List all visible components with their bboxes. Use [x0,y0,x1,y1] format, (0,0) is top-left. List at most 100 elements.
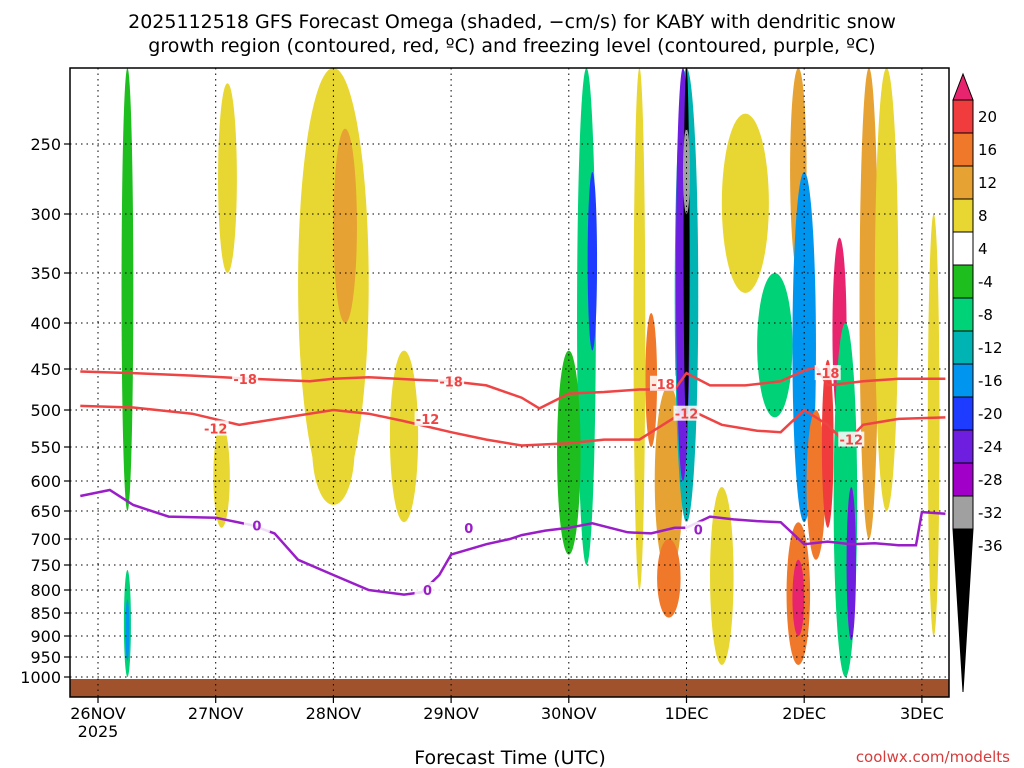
colorbar-label-7: -12 [978,339,1003,357]
x-axis-title: Forecast Time (UTC) [414,747,605,768]
omega-region-28 [821,359,834,528]
contour-label-2-2: 0 [694,523,703,538]
colorbar-bin-6 [952,264,974,299]
colorbar-bin-13 [952,495,974,530]
x-axis: 26NOV 27NOV 28NOV 29NOV 30NOV 1DEC 2DEC 3DEC [70,697,944,723]
colorbar-label-5: -4 [978,273,993,291]
colorbar-label-2: 12 [978,174,997,192]
contour-label-bg-1-3 [838,431,865,447]
colorbar-bin-bottom [952,528,974,693]
omega-region-1 [125,599,130,661]
contour-label-1-2: -12 [675,408,699,423]
contour-label-bg-2-1 [455,519,482,535]
y-tick-label-500: 500 [30,401,61,420]
colorbar-bin-9 [952,363,974,398]
omega-region-7 [312,393,355,505]
colorbar-label-3: 8 [978,207,988,225]
colorbar-bin-12 [952,462,974,497]
plot-area [70,68,949,697]
contour-label-bg-2-2 [685,521,712,537]
y-tick-label-700: 700 [30,530,61,549]
contour-label-0-3: -18 [816,367,840,382]
contour-label-bg-1-2 [673,405,700,421]
omega-region-15 [657,539,681,618]
chart-title-line2: growth region (contoured, red, ºC) and f… [148,35,875,57]
x-tick-label-27NOV: 27NOV [188,704,244,723]
colorbar-bin-7 [952,297,974,332]
contour-label-bg-0-2 [649,375,676,391]
omega-region-20 [710,487,734,665]
omega-region-24 [792,559,805,637]
omega-region-21 [721,113,769,293]
y-tick-label-850: 850 [30,604,61,623]
y-tick-label-400: 400 [30,314,61,333]
colorbar-label-11: -28 [978,471,1003,489]
omega-region-10 [587,171,598,351]
omega-region-11 [557,350,581,555]
colorbar-label-10: -24 [978,438,1003,456]
contour-label-bg-1-1 [414,410,441,426]
colorbar-label-0: 20 [978,108,997,126]
omega-region-3 [218,83,237,273]
y-tick-label-750: 750 [30,556,61,575]
terrain-ground [70,679,949,697]
colorbar: 20 16 12 8 4 -4 -8 -12 -16 -20 -24 -28 -32 -36 [952,72,1003,693]
colorbar-bin-8 [952,330,974,365]
omega-region-22 [757,273,793,418]
omega-region-12 [633,68,646,590]
contour-label-1-0: -12 [204,423,228,438]
omega-region-31 [846,486,856,641]
y-tick-label-450: 450 [30,360,61,379]
omega-region-19 [682,128,691,214]
contour-line-2 [80,488,946,596]
colorbar-label-6: -8 [978,306,993,324]
y-axis: 250 300 350 400 450 500 550 600 650 700 750 800 850 9… [20,135,70,687]
contour-label-0-2: -18 [651,378,675,393]
colorbar-label-12: -32 [978,504,1003,522]
colorbar-label-8: -16 [978,372,1003,390]
contour-label-2-3: 0 [423,584,432,599]
x-tick-label-1DEC: 1DEC [665,704,709,723]
contour-label-bg-2-0 [243,517,270,533]
x-tick-label-28NOV: 28NOV [306,704,362,723]
y-tick-label-950: 950 [30,648,61,667]
omega-region-27 [806,410,826,560]
omega-region-4 [213,424,230,528]
x-tick-label-2DEC: 2DEC [782,704,826,723]
y-tick-label-350: 350 [30,264,61,283]
contour-label-0-0: -18 [233,373,257,388]
contour-line-1 [80,404,946,447]
y-tick-label-650: 650 [30,502,61,521]
colorbar-bin-1 [952,99,974,134]
y-tick-label-600: 600 [30,472,61,491]
omega-region-32 [859,68,879,539]
colorbar-bin-2 [952,132,974,167]
omega-region-8 [389,350,419,523]
x-year-label: 2025 [78,722,119,741]
colorbar-label-9: -20 [978,405,1003,423]
contour-label-bg-0-1 [438,373,465,389]
contour-label-0-1: -18 [439,375,463,390]
x-tick-label-29NOV: 29NOV [423,704,479,723]
x-tick-label-26NOV: 26NOV [70,704,126,723]
y-tick-label-550: 550 [30,438,61,457]
contour-label-bg-1-0 [202,420,229,436]
omega-region-2 [121,68,134,511]
y-tick-label-300: 300 [30,205,61,224]
contour-label-bg-2-3 [414,582,441,597]
temperature-contours: -18 -18 -18-18-12-12 -12-120 0 00 [80,365,946,599]
colorbar-bin-top [952,72,974,101]
contour-label-1-3: -12 [840,434,864,449]
y-tick-label-800: 800 [30,581,61,600]
y-tick-label-900: 900 [30,627,61,646]
y-tick-label-1000: 1000 [20,668,61,687]
colorbar-bin-4 [952,198,974,233]
omega-region-34 [927,214,940,636]
chart-title-line1: 2025112518 GFS Forecast Omega (shaded, −… [128,11,896,33]
contour-label-1-1: -12 [416,413,440,428]
colorbar-label-1: 16 [978,141,997,159]
y-tick-label-250: 250 [30,135,61,154]
x-tick-label-3DEC: 3DEC [900,704,944,723]
contour-label-bg-0-3 [814,365,841,381]
